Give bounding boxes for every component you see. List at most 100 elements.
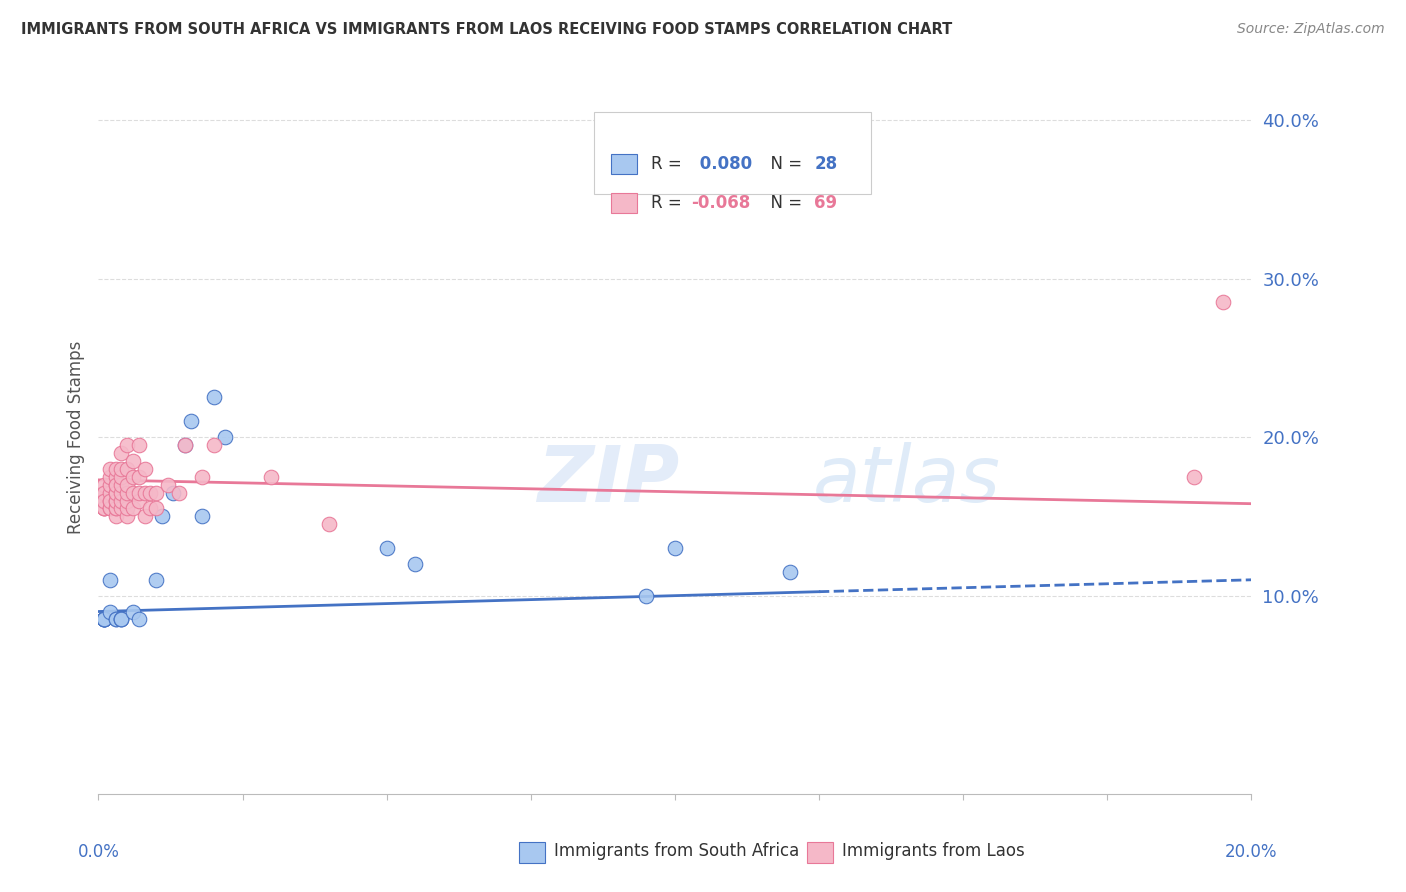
Text: N =: N = [761, 155, 807, 173]
Point [174, 438, 197, 452]
Point [117, 477, 139, 491]
FancyBboxPatch shape [612, 154, 637, 174]
Text: N =: N = [761, 194, 807, 212]
Point [174, 438, 197, 452]
Point [104, 469, 127, 483]
Point [104, 509, 127, 524]
Point [98, 501, 121, 516]
Point [110, 477, 132, 491]
Point [110, 446, 132, 460]
Point [93, 493, 115, 508]
Point [93, 493, 115, 508]
Point [117, 485, 139, 500]
Point [117, 501, 139, 516]
Point [110, 612, 132, 626]
Point [98, 573, 121, 587]
Text: atlas: atlas [813, 442, 1001, 518]
Text: IMMIGRANTS FROM SOUTH AFRICA VS IMMIGRANTS FROM LAOS RECEIVING FOOD STAMPS CORRE: IMMIGRANTS FROM SOUTH AFRICA VS IMMIGRAN… [21, 22, 952, 37]
Point [150, 509, 173, 524]
Point [122, 469, 145, 483]
Point [110, 462, 132, 476]
Point [110, 612, 132, 626]
FancyBboxPatch shape [807, 842, 832, 863]
Point [93, 501, 115, 516]
Point [139, 485, 162, 500]
Point [93, 477, 115, 491]
Point [98, 493, 121, 508]
Text: Source: ZipAtlas.com: Source: ZipAtlas.com [1237, 22, 1385, 37]
Point [1182, 469, 1205, 483]
Point [98, 493, 121, 508]
Point [93, 612, 115, 626]
Point [122, 485, 145, 500]
Point [202, 438, 225, 452]
Point [128, 469, 150, 483]
Point [191, 509, 214, 524]
Point [162, 485, 184, 500]
Point [139, 501, 162, 516]
FancyBboxPatch shape [595, 112, 870, 194]
Point [104, 501, 127, 516]
Point [93, 612, 115, 626]
Point [167, 485, 190, 500]
Point [93, 485, 115, 500]
Point [122, 454, 145, 468]
Point [180, 414, 202, 428]
Point [98, 501, 121, 516]
Point [128, 485, 150, 500]
Text: -0.068: -0.068 [690, 194, 751, 212]
Text: Immigrants from Laos: Immigrants from Laos [842, 842, 1025, 860]
Point [93, 612, 115, 626]
Point [93, 501, 115, 516]
Text: R =: R = [651, 155, 686, 173]
Point [93, 501, 115, 516]
Point [104, 462, 127, 476]
Point [110, 612, 132, 626]
Point [110, 501, 132, 516]
Text: 0.080: 0.080 [695, 155, 752, 173]
Point [93, 501, 115, 516]
Point [122, 605, 145, 619]
Point [664, 541, 686, 555]
Point [93, 612, 115, 626]
Point [110, 485, 132, 500]
Point [98, 469, 121, 483]
Point [202, 391, 225, 405]
Point [98, 477, 121, 491]
Point [1212, 295, 1234, 310]
Point [104, 501, 127, 516]
Point [104, 485, 127, 500]
Point [779, 565, 801, 579]
Text: 20.0%: 20.0% [1225, 843, 1278, 861]
Point [104, 493, 127, 508]
Text: 28: 28 [814, 155, 838, 173]
Point [110, 493, 132, 508]
Point [93, 612, 115, 626]
Point [191, 469, 214, 483]
Point [104, 612, 127, 626]
Point [122, 501, 145, 516]
Point [117, 462, 139, 476]
Point [636, 589, 658, 603]
Point [98, 485, 121, 500]
Point [93, 612, 115, 626]
Point [156, 477, 179, 491]
Y-axis label: Receiving Food Stamps: Receiving Food Stamps [66, 341, 84, 533]
Point [134, 485, 156, 500]
Point [375, 541, 398, 555]
Text: R =: R = [651, 194, 686, 212]
Point [104, 612, 127, 626]
Point [134, 509, 156, 524]
Point [318, 517, 340, 532]
Text: 0.0%: 0.0% [77, 843, 120, 861]
Point [134, 462, 156, 476]
Point [117, 493, 139, 508]
Point [128, 612, 150, 626]
Point [93, 485, 115, 500]
Point [214, 430, 236, 444]
Point [93, 493, 115, 508]
Point [104, 477, 127, 491]
Point [145, 501, 167, 516]
Text: Immigrants from South Africa: Immigrants from South Africa [554, 842, 799, 860]
Point [145, 485, 167, 500]
